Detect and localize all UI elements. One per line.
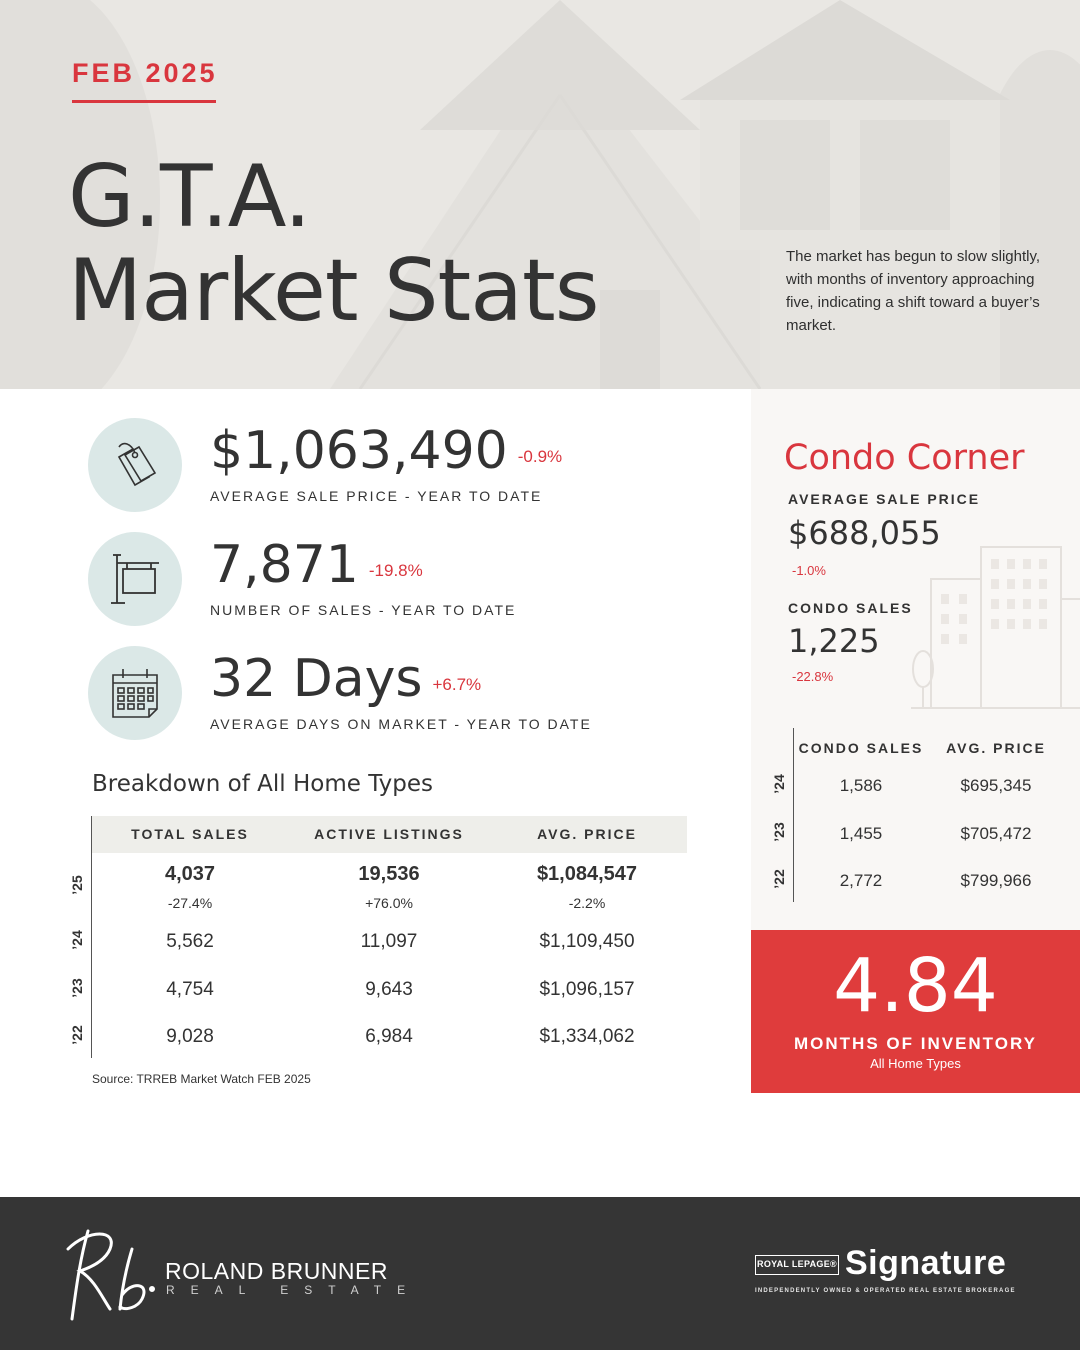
inventory-value: 4.84 bbox=[833, 943, 998, 1029]
house-background-image bbox=[0, 0, 1080, 389]
table-cell: 4,754 bbox=[166, 979, 214, 1000]
breakdown-divider bbox=[91, 816, 92, 1058]
row-year: ’24 bbox=[771, 774, 787, 794]
table-cell: 1,586 bbox=[839, 776, 883, 795]
stat-label: AVERAGE DAYS ON MARKET - YEAR TO DATE bbox=[210, 716, 592, 732]
table-cell: 2,772 bbox=[839, 871, 883, 890]
table-cell: $1,084,547 bbox=[536, 863, 638, 885]
royal-lepage-logo: ROYAL LEPAGE® bbox=[755, 1255, 839, 1275]
table-cell: 11,097 bbox=[360, 931, 418, 952]
page-title: G.T.A. Market Stats bbox=[68, 150, 599, 338]
stat-change: +6.7% bbox=[432, 675, 482, 694]
inventory-sublabel: All Home Types bbox=[870, 1056, 961, 1071]
stat-change: -0.9% bbox=[517, 447, 563, 466]
table-cell: $1,096,157 bbox=[539, 979, 635, 1000]
table-cell: 1,455 bbox=[839, 824, 883, 843]
row-year: ’23 bbox=[69, 978, 85, 998]
condo-avg-price-value: $688,055 bbox=[788, 514, 941, 552]
stat-value: $1,063,490 bbox=[210, 421, 508, 481]
brand-name: ROLAND BRUNNER bbox=[165, 1258, 388, 1284]
stat-number-of-sales: 7,871 -19.8% NUMBER OF SALES - YEAR TO DA… bbox=[88, 532, 708, 628]
months-of-inventory-box: 4.84 MONTHS OF INVENTORY All Home Types bbox=[751, 930, 1080, 1093]
column-header-avg-price: AVG. PRICE bbox=[537, 826, 637, 842]
table-cell: 4,037 bbox=[164, 863, 216, 885]
table-cell: $1,334,062 bbox=[539, 1026, 635, 1047]
table-cell: $1,109,450 bbox=[539, 931, 635, 952]
brand-subtitle: REAL ESTATE bbox=[166, 1283, 422, 1297]
condo-avg-price-change: -1.0% bbox=[792, 563, 826, 578]
row-year: ’22 bbox=[69, 1025, 85, 1045]
partner-tagline: INDEPENDENTLY OWNED & OPERATED REAL ESTA… bbox=[755, 1288, 1016, 1294]
condo-avg-price-label: AVERAGE SALE PRICE bbox=[788, 491, 981, 507]
condo-sales-change: -22.8% bbox=[792, 669, 834, 684]
inventory-label: MONTHS OF INVENTORY bbox=[794, 1034, 1037, 1053]
table-cell-change: +76.0% bbox=[365, 895, 413, 911]
table-cell: 6,984 bbox=[365, 1026, 413, 1047]
row-year: ’22 bbox=[771, 869, 787, 889]
breakdown-header-band bbox=[92, 816, 687, 853]
calendar-icon bbox=[88, 646, 182, 740]
row-year: ’25 bbox=[69, 875, 85, 895]
row-year: ’23 bbox=[771, 822, 787, 842]
column-header-total-sales: TOTAL SALES bbox=[131, 826, 249, 842]
stat-label: AVERAGE SALE PRICE - YEAR TO DATE bbox=[210, 488, 543, 504]
market-description: The market has begun to slow slightly, w… bbox=[786, 248, 1041, 334]
table-cell: $695,345 bbox=[960, 776, 1032, 795]
title-line-1: G.T.A. bbox=[68, 147, 311, 247]
report-date: FEB 2025 bbox=[72, 58, 218, 88]
table-cell: $705,472 bbox=[960, 824, 1032, 843]
row-year: ’24 bbox=[69, 930, 85, 950]
stat-change: -19.8% bbox=[368, 561, 423, 580]
column-header-active-listings: ACTIVE LISTINGS bbox=[314, 826, 464, 842]
table-cell: 5,562 bbox=[166, 931, 214, 952]
table-cell: $799,966 bbox=[960, 871, 1032, 890]
stat-average-sale-price: $1,063,490 -0.9% AVERAGE SALE PRICE - YEA… bbox=[88, 418, 708, 514]
table-cell: 19,536 bbox=[358, 863, 420, 885]
table-cell-change: -27.4% bbox=[167, 895, 213, 911]
condo-corner-title: Condo Corner bbox=[784, 438, 1025, 478]
price-tag-icon bbox=[88, 418, 182, 512]
condo-column-header-price: AVG. PRICE bbox=[946, 740, 1046, 756]
stat-label: NUMBER OF SALES - YEAR TO DATE bbox=[210, 602, 517, 618]
partner-name: Signature bbox=[845, 1244, 1007, 1282]
condo-sales-label: CONDO SALES bbox=[788, 600, 913, 616]
condo-column-header-sales: CONDO SALES bbox=[798, 740, 924, 756]
stat-value: 7,871 bbox=[210, 535, 359, 595]
hero-banner: FEB 2025 G.T.A. Market Stats The market … bbox=[0, 0, 1080, 389]
buildings-icon bbox=[911, 546, 1080, 709]
stat-days-on-market: 32 Days +6.7% AVERAGE DAYS ON MARKET - YE… bbox=[88, 646, 708, 742]
for-sale-sign-icon bbox=[88, 532, 182, 626]
title-line-2: Market Stats bbox=[68, 241, 599, 341]
table-cell-change: -2.2% bbox=[568, 895, 606, 911]
table-cell: 9,643 bbox=[365, 979, 413, 1000]
rb-signature-logo bbox=[66, 1229, 155, 1321]
condo-sales-value: 1,225 bbox=[788, 622, 880, 660]
condo-table-divider bbox=[793, 728, 794, 902]
date-underline bbox=[72, 100, 216, 103]
footer: ROLAND BRUNNER REAL ESTATE ROYAL LEPAGE®… bbox=[0, 1197, 1080, 1350]
table-cell: 9,028 bbox=[166, 1026, 214, 1047]
stat-value: 32 Days bbox=[210, 649, 423, 709]
source-note: Source: TRREB Market Watch FEB 2025 bbox=[92, 1072, 311, 1086]
breakdown-title: Breakdown of All Home Types bbox=[92, 771, 434, 797]
condo-corner-panel bbox=[751, 389, 1080, 930]
